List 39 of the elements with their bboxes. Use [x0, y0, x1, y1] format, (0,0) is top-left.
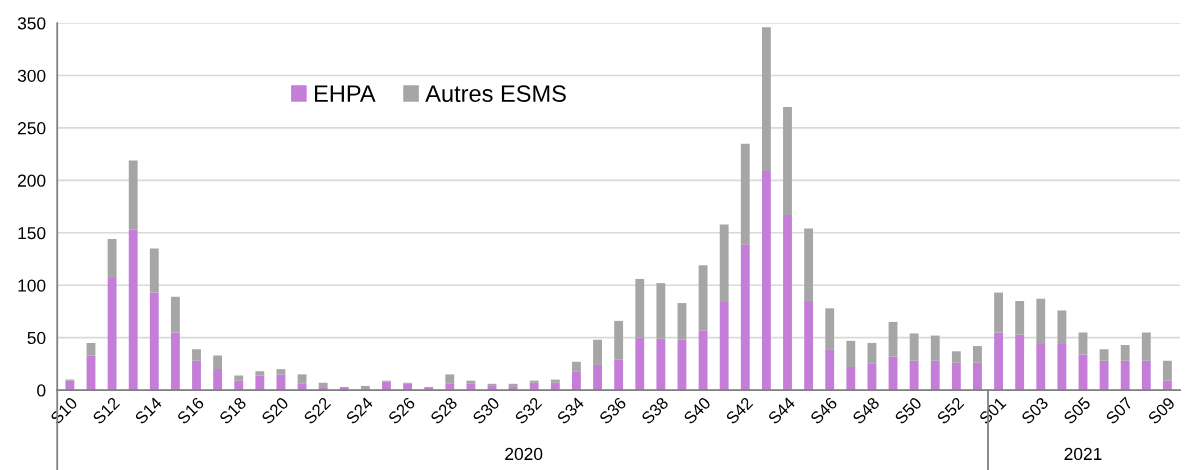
x-tick-label: S34: [556, 396, 585, 425]
x-tick-label: S32: [514, 396, 543, 425]
y-tick-label: 300: [17, 69, 46, 82]
legend-label: EHPA: [315, 85, 376, 102]
x-tick-label: S07: [1105, 396, 1134, 425]
x-tick-label: S46: [809, 396, 838, 425]
x-tick-label: S24: [345, 396, 374, 425]
x-tick-label: S48: [851, 396, 881, 425]
text: 2020: [505, 447, 543, 461]
legend-label: Autres ESMS: [425, 85, 566, 102]
y-tick-label: 100: [18, 279, 46, 292]
x-tick-label: S20: [260, 396, 290, 425]
x-tick-label: S14: [134, 396, 163, 425]
y-tick-label: 200: [18, 174, 46, 187]
y-tick-label: 150: [18, 226, 46, 240]
x-tick-label: S42: [725, 396, 754, 425]
y-tick-label: 50: [27, 331, 46, 345]
y-tick-label: 0: [37, 384, 46, 397]
x-tick-label: S12: [91, 396, 121, 425]
text: 2021: [1064, 447, 1102, 461]
x-tick-label: S50: [894, 396, 923, 425]
y-tick-label: 250: [18, 122, 46, 135]
x-tick-label: S52: [936, 396, 965, 425]
x-tick-label: S05: [1062, 396, 1092, 425]
x-tick-label: S44: [767, 396, 796, 425]
x-tick-label: S36: [598, 396, 627, 425]
x-tick-label: S30: [471, 396, 501, 425]
x-tick-label: S16: [176, 396, 205, 425]
x-tick-label: S28: [429, 396, 458, 425]
x-tick-label: S22: [303, 396, 332, 425]
x-tick-label: S38: [640, 396, 670, 425]
x-tick-label: S40: [682, 396, 712, 425]
x-tick-label: S10: [49, 396, 79, 425]
x-tick-label: S01: [978, 396, 1007, 425]
x-tick-label: S03: [1020, 396, 1049, 425]
y-tick-label: 350: [17, 17, 46, 30]
x-tick-label: S18: [218, 396, 247, 425]
x-tick-label: S26: [387, 396, 416, 425]
x-tick-label: S09: [1147, 396, 1176, 425]
